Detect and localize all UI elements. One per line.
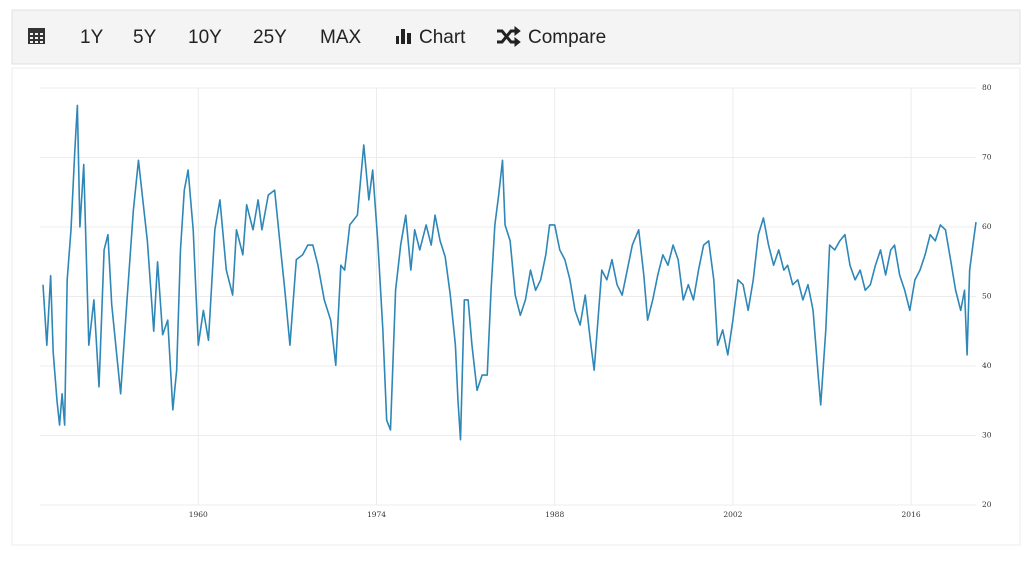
range-button[interactable]: 1Y bbox=[80, 27, 104, 48]
x-tick-label: 1960 bbox=[189, 510, 208, 519]
y-tick-label: 50 bbox=[982, 292, 992, 301]
range-button[interactable]: 10Y bbox=[188, 27, 222, 48]
x-tick-label: 1988 bbox=[545, 510, 564, 519]
x-tick-label: 1974 bbox=[367, 510, 386, 519]
plot: 20 30 40 50 60 70 80 1960 1974 1988 2002 2016 bbox=[40, 83, 992, 519]
compare-button[interactable]: Compare bbox=[528, 27, 606, 48]
chart-panel bbox=[11, 67, 1021, 546]
toolbar bbox=[11, 9, 1021, 65]
y-tick-label: 70 bbox=[982, 153, 992, 162]
x-tick-label: 2002 bbox=[723, 510, 742, 519]
y-tick-label: 30 bbox=[982, 431, 992, 440]
range-button[interactable]: 25Y bbox=[253, 27, 287, 48]
y-tick-label: 40 bbox=[982, 361, 992, 370]
data-line bbox=[42, 104, 977, 441]
y-tick-label: 20 bbox=[982, 500, 992, 509]
chart-icon[interactable] bbox=[396, 29, 411, 44]
compare-icon[interactable] bbox=[497, 25, 521, 48]
calendar-icon[interactable] bbox=[28, 28, 45, 44]
range-button[interactable]: MAX bbox=[320, 27, 362, 48]
y-tick-label: 80 bbox=[982, 83, 992, 92]
chart-button[interactable]: Chart bbox=[419, 27, 466, 48]
range-button[interactable]: 5Y bbox=[133, 27, 157, 48]
x-tick-label: 2016 bbox=[902, 510, 921, 519]
y-tick-label: 60 bbox=[982, 222, 992, 231]
